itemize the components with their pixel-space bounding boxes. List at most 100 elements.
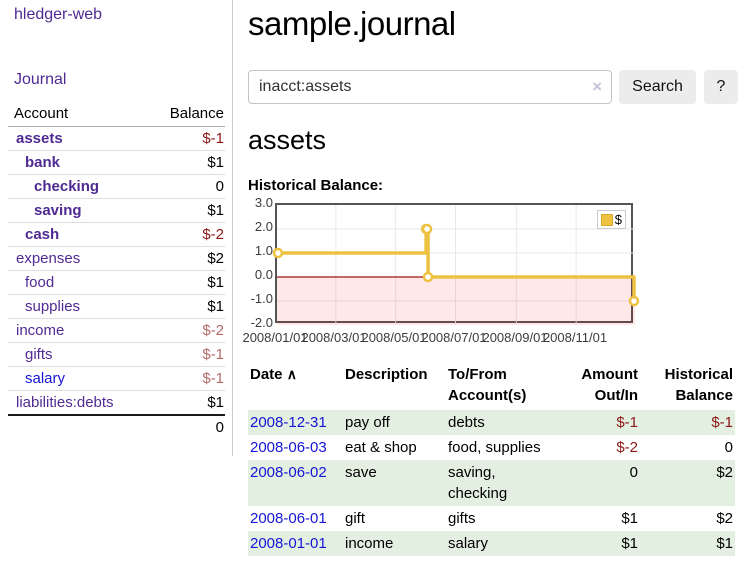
- account-link-income[interactable]: income: [16, 322, 65, 339]
- account-row-cash: cash $-2: [8, 222, 225, 247]
- transaction-amount: $1: [621, 510, 638, 527]
- x-tick-label: 2008/07/01: [421, 330, 487, 345]
- search-button[interactable]: Search: [619, 70, 696, 104]
- transaction-amount: $1: [558, 531, 640, 556]
- accounts-total-value: 0: [145, 414, 225, 439]
- app-title-link[interactable]: hledger-web: [14, 6, 103, 23]
- account-row-assets: assets $-1: [8, 126, 225, 151]
- legend-label: $: [614, 212, 622, 227]
- account-row-expenses: expenses $2: [8, 246, 225, 271]
- transaction-accounts: saving, checking: [446, 460, 558, 506]
- transaction-balance: $2: [716, 510, 733, 527]
- account-link-cash[interactable]: cash: [25, 226, 60, 243]
- historical-balance-chart: 3.0 2.0 1.0 0.0 -1.0 -2.0 $ 2008/01/01 2…: [242, 195, 668, 348]
- transaction-description: eat & shop: [345, 439, 417, 456]
- account-link-salary[interactable]: salary: [25, 370, 66, 387]
- balance-column-header: Historical Balance: [664, 366, 733, 404]
- transaction-date-link[interactable]: 2008-06-02: [250, 464, 327, 481]
- transaction-amount: 0: [558, 460, 640, 506]
- account-link-food[interactable]: food: [25, 274, 55, 291]
- transaction-date-link[interactable]: 2008-12-31: [250, 414, 327, 431]
- x-tick-label: 2008/09/01: [482, 330, 548, 345]
- page-title: sample.journal: [248, 5, 456, 42]
- balance-column-header: Balance: [145, 102, 225, 127]
- accounts-total-row: 0: [8, 414, 225, 439]
- transaction-accounts: food, supplies: [448, 439, 541, 456]
- register-row: 2008-01-01 income salary $1 $1: [248, 531, 735, 556]
- sidebar-item-journal[interactable]: Journal: [14, 71, 67, 88]
- account-balance: $-2: [145, 318, 225, 343]
- search-form: × Search ?: [248, 70, 738, 104]
- x-tick-label: 2008/03/01: [301, 330, 367, 345]
- transaction-accounts: gifts: [448, 510, 476, 527]
- transaction-date-link[interactable]: 2008-01-01: [250, 535, 327, 552]
- account-link-assets[interactable]: assets: [16, 130, 63, 147]
- y-tick-label: 1.0: [254, 243, 273, 258]
- accounts-column-header: To/From Account(s): [448, 366, 527, 404]
- x-tick-label: 2008/11/01: [542, 330, 608, 345]
- date-header-label: Date: [250, 366, 283, 383]
- description-column-header: Description: [345, 366, 428, 383]
- amount-column-header: Amount Out/In: [581, 366, 638, 404]
- account-balance: $1: [145, 270, 225, 295]
- account-link-liabilities-debts[interactable]: liabilities:debts: [16, 394, 114, 411]
- transaction-balance: $1: [640, 531, 735, 556]
- account-balance: $-1: [145, 126, 225, 151]
- account-row-supplies: supplies $1: [8, 294, 225, 319]
- help-button[interactable]: ?: [704, 70, 738, 104]
- account-link-bank[interactable]: bank: [25, 154, 61, 171]
- account-balance: $1: [145, 294, 225, 319]
- account-link-gifts[interactable]: gifts: [25, 346, 53, 363]
- sort-asc-icon: ∧: [286, 366, 297, 382]
- transaction-date-link[interactable]: 2008-06-03: [250, 439, 327, 456]
- accounts-table-header: Account Balance: [8, 102, 225, 127]
- transaction-date-link[interactable]: 2008-06-01: [250, 510, 327, 527]
- account-balance: $1: [145, 390, 225, 416]
- account-link-supplies[interactable]: supplies: [25, 298, 81, 315]
- account-balance: 0: [145, 174, 225, 199]
- legend-swatch-dollar: [600, 213, 613, 226]
- account-column-header: Account: [8, 102, 146, 127]
- search-box: ×: [248, 70, 612, 104]
- y-tick-label: -2.0: [250, 315, 273, 330]
- y-tick-label: 2.0: [254, 219, 273, 234]
- date-column-header[interactable]: Date ∧: [248, 360, 343, 410]
- account-balance: $-1: [145, 366, 225, 391]
- chart-plot-area[interactable]: $: [272, 203, 640, 325]
- register-header-row: Date ∧ Description To/From Account(s) Am…: [248, 360, 735, 410]
- account-link-checking[interactable]: checking: [34, 178, 100, 195]
- main-content: sample.journal × Search ? assets Histori…: [242, 0, 738, 556]
- account-heading: assets: [248, 125, 327, 155]
- account-link-expenses[interactable]: expenses: [16, 250, 81, 267]
- account-row-food: food $1: [8, 270, 225, 295]
- chart-legend: $: [596, 210, 626, 229]
- clear-search-icon[interactable]: ×: [592, 77, 602, 96]
- transaction-amount: $-2: [616, 439, 638, 456]
- register-row: 2008-06-03 eat & shop food, supplies $-2…: [248, 435, 735, 460]
- chart-canvas: [272, 205, 640, 325]
- transaction-accounts: salary: [446, 531, 558, 556]
- transaction-description: save: [343, 460, 446, 506]
- transaction-balance: 0: [724, 439, 733, 456]
- transaction-balance: $-1: [640, 410, 735, 435]
- x-tick-label: 2008/05/01: [361, 330, 427, 345]
- account-row-income: income $-2: [8, 318, 225, 343]
- account-balance: $-2: [145, 222, 225, 247]
- y-tick-label: -1.0: [250, 291, 273, 306]
- transaction-accounts: debts: [446, 410, 558, 435]
- register-table: Date ∧ Description To/From Account(s) Am…: [248, 360, 735, 556]
- account-row-gifts: gifts $-1: [8, 342, 225, 367]
- register-row: 2008-12-31 pay off debts $-1 $-1: [248, 410, 735, 435]
- accounts-table: Account Balance assets $-1 bank $1 check…: [8, 102, 225, 439]
- search-input[interactable]: [249, 71, 611, 103]
- account-row-bank: bank $1: [8, 150, 225, 175]
- account-link-saving[interactable]: saving: [34, 202, 82, 219]
- account-row-salary: salary $-1: [8, 366, 225, 391]
- account-row-liabilities-debts: liabilities:debts $1: [8, 390, 225, 416]
- chart-heading: Historical Balance:: [248, 177, 384, 194]
- account-row-checking: checking 0: [8, 174, 225, 199]
- transaction-description: gift: [345, 510, 366, 527]
- transaction-description: pay off: [343, 410, 446, 435]
- x-tick-label: 2008/01/01: [242, 330, 308, 345]
- account-balance: $2: [145, 246, 225, 271]
